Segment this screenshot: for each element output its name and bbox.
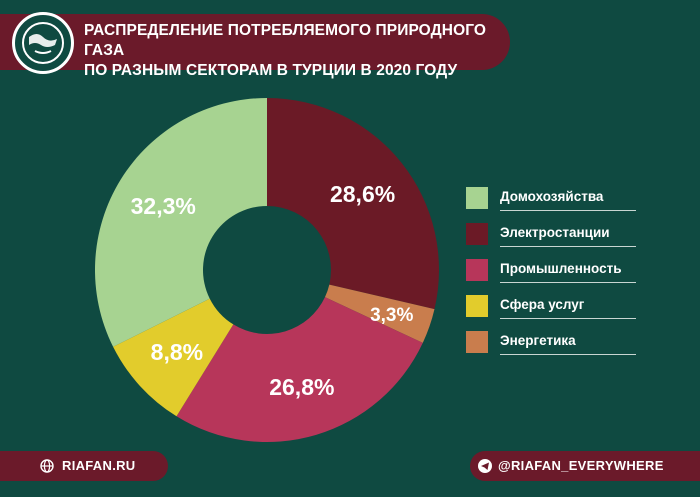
legend-divider — [500, 354, 636, 355]
legend-item-power-plants: Электростанции — [466, 220, 636, 256]
page-title: РАСПРЕДЕЛЕНИЕ ПОТРЕБЛЯЕМОГО ПРИРОДНОГО Г… — [84, 22, 487, 79]
footer: RIAFAN.RU @RIAFAN_EVERYWHERE — [0, 451, 700, 481]
donut-slice-1 — [267, 98, 439, 310]
donut-slice-2 — [324, 284, 435, 343]
donut-slice-4 — [113, 298, 234, 417]
site-badge[interactable]: RIAFAN.RU — [0, 451, 168, 481]
legend-item-services: Сфера услуг — [466, 292, 636, 328]
riafan-logo-icon — [12, 12, 74, 74]
telegram-handle[interactable]: @RIAFAN_EVERYWHERE — [498, 458, 664, 473]
title-banner — [0, 14, 510, 70]
legend-divider — [500, 282, 636, 283]
telegram-icon — [478, 459, 492, 473]
legend-swatch — [466, 187, 488, 209]
legend-swatch — [466, 295, 488, 317]
legend-swatch — [466, 331, 488, 353]
legend-divider — [500, 210, 636, 211]
legend-label: Электростанции — [500, 225, 610, 240]
legend-divider — [500, 318, 636, 319]
slice-value-label: 32,3% — [131, 193, 196, 219]
legend-label: Домохозяйства — [500, 189, 604, 204]
slice-value-label: 26,8% — [269, 374, 334, 400]
legend-swatch — [466, 259, 488, 281]
slice-value-label: 3,3% — [370, 305, 413, 326]
donut-slice-3 — [176, 297, 423, 443]
legend-item-industry: Промышленность — [466, 256, 636, 292]
legend-swatch — [466, 223, 488, 245]
slice-value-label: 8,8% — [151, 339, 203, 365]
legend-item-energy: Энергетика — [466, 328, 636, 364]
site-link[interactable]: RIAFAN.RU — [62, 458, 136, 473]
globe-icon — [40, 459, 54, 473]
legend-divider — [500, 246, 636, 247]
telegram-badge[interactable]: @RIAFAN_EVERYWHERE — [470, 451, 700, 481]
legend-label: Промышленность — [500, 261, 622, 276]
chart-legend: Домохозяйства Электростанции Промышленно… — [466, 184, 636, 364]
legend-label: Энергетика — [500, 333, 576, 348]
slice-value-label: 28,6% — [330, 181, 395, 207]
legend-label: Сфера услуг — [500, 297, 585, 312]
legend-item-households: Домохозяйства — [466, 184, 636, 220]
donut-slice-5 — [95, 98, 268, 347]
